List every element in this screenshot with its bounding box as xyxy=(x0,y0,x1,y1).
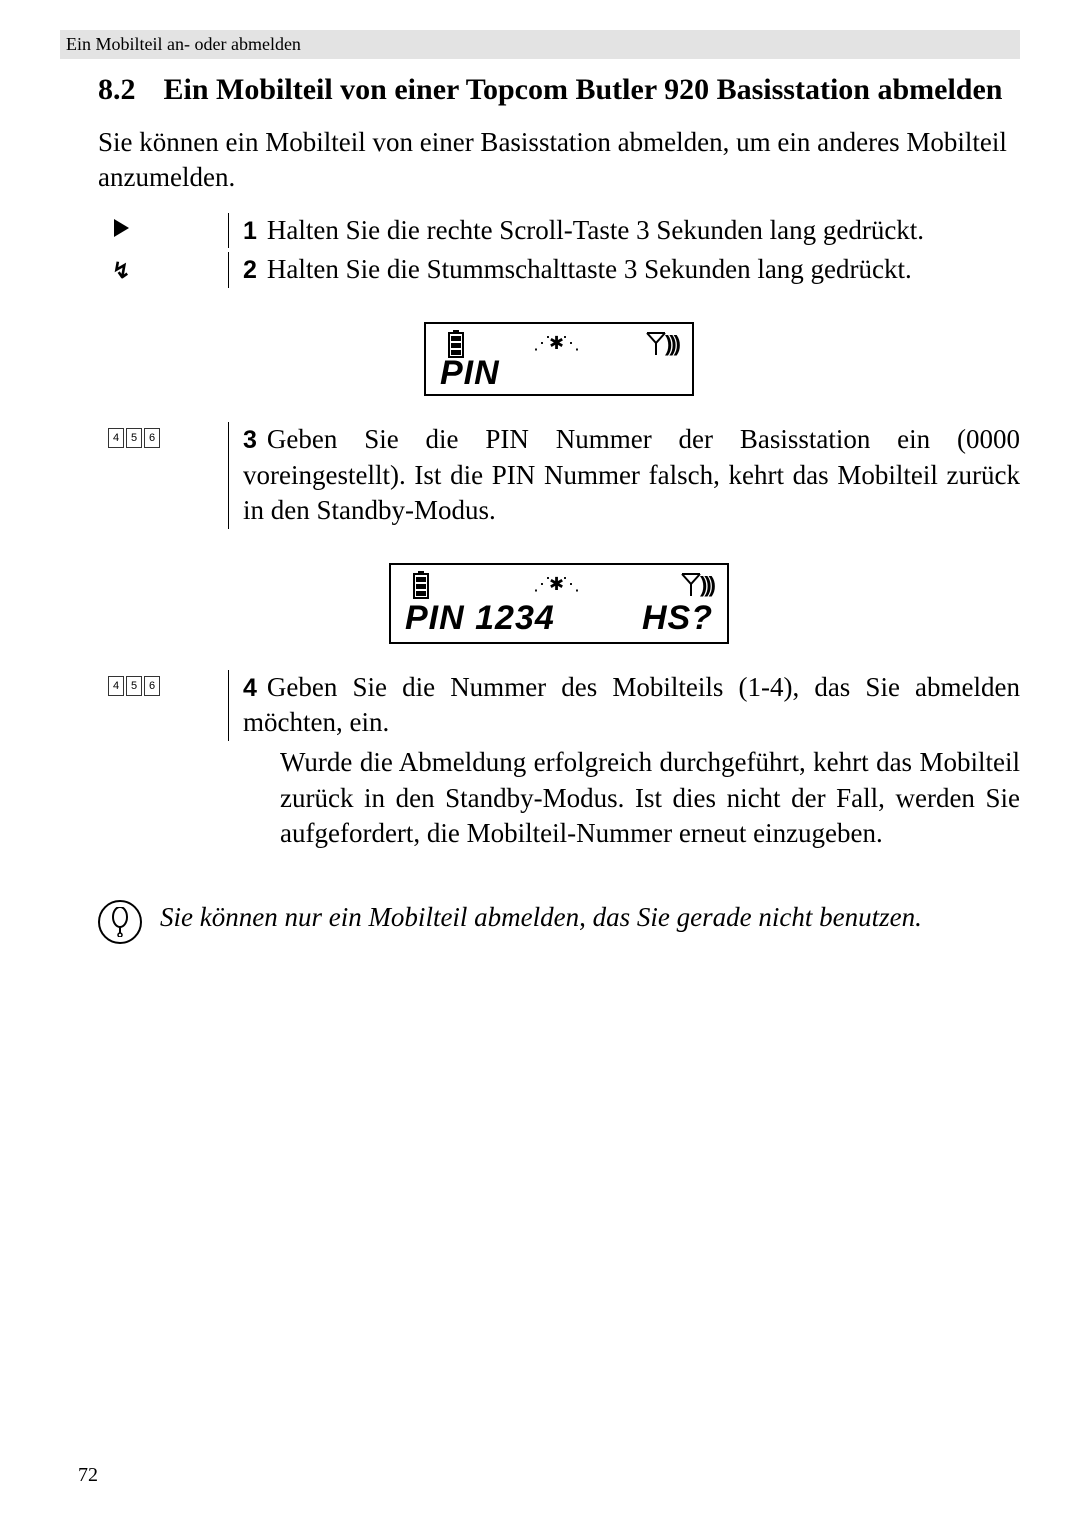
step-text: Halten Sie die rechte Scroll-Taste 3 Sek… xyxy=(267,215,924,245)
step-icon-cell: ↯ xyxy=(98,252,228,284)
step-row: 1 Halten Sie die rechte Scroll-Taste 3 Se… xyxy=(98,213,1020,249)
step-row: ↯ 2 Halten Sie die Stummschalttaste 3 Sek… xyxy=(98,252,1020,288)
key-5: 5 xyxy=(126,428,142,448)
lcd-display-wrap: ⋰✱⋱ ))) PIN 1234 HS? xyxy=(98,563,1020,644)
key-4: 4 xyxy=(108,428,124,448)
section-number: 8.2 xyxy=(98,71,136,109)
step-body: 2 Halten Sie die Stummschalttaste 3 Sekun… xyxy=(228,252,1020,288)
step-row: 4 5 6 3Geben Sie die PIN Nummer der Basi… xyxy=(98,422,1020,529)
step-tail-text: Wurde die Abmeldung erfolgreich durchgef… xyxy=(266,745,1020,852)
lcd-text-left: PIN 1234 xyxy=(405,599,555,638)
key-4: 4 xyxy=(108,676,124,696)
step-number: 4 xyxy=(243,674,257,702)
lcd-display: ⋰✱⋱ ))) PIN xyxy=(424,322,694,396)
antenna-icon: ))) xyxy=(680,572,713,598)
section-title: Ein Mobilteil von einer Topcom Butler 92… xyxy=(164,71,1021,109)
battery-icon xyxy=(411,571,431,599)
step-icon-cell: 4 5 6 xyxy=(98,670,228,696)
step-icon-cell xyxy=(98,213,228,237)
keypad-456-icon: 4 5 6 xyxy=(108,428,160,448)
antenna-icon: ))) xyxy=(645,331,678,357)
note-text: Sie können nur ein Mobilteil abmelden, d… xyxy=(160,900,922,935)
step-body: 1 Halten Sie die rechte Scroll-Taste 3 Se… xyxy=(228,213,1020,249)
steps-list: 1 Halten Sie die rechte Scroll-Taste 3 Se… xyxy=(98,213,1020,852)
lcd-display: ⋰✱⋱ ))) PIN 1234 HS? xyxy=(389,563,729,644)
lcd-icon-row: ⋰✱⋱ ))) xyxy=(405,571,713,599)
page-number: 72 xyxy=(78,1464,98,1487)
lcd-display-wrap: ⋰✱⋱ ))) PIN xyxy=(98,322,1020,396)
triangle-right-icon xyxy=(114,219,129,237)
info-icon xyxy=(98,900,142,944)
step-number: 3 xyxy=(243,426,257,454)
section-heading: 8.2 Ein Mobilteil von einer Topcom Butle… xyxy=(98,71,1020,109)
step-number: 2 xyxy=(243,256,257,284)
step-body: 3Geben Sie die PIN Nummer der Basisstati… xyxy=(228,422,1020,529)
running-head: Ein Mobilteil an- oder abmelden xyxy=(60,30,1020,59)
mute-icon: ↯ xyxy=(112,258,130,284)
lcd-text-right: HS? xyxy=(642,599,713,638)
intro-paragraph: Sie können ein Mobilteil von einer Basis… xyxy=(98,125,1020,195)
step-icon-cell: 4 5 6 xyxy=(98,422,228,448)
star-icon: ⋰✱⋱ xyxy=(533,333,578,354)
note-block: Sie können nur ein Mobilteil abmelden, d… xyxy=(98,900,1020,944)
key-6: 6 xyxy=(144,428,160,448)
keypad-456-icon: 4 5 6 xyxy=(108,676,160,696)
key-5: 5 xyxy=(126,676,142,696)
key-6: 6 xyxy=(144,676,160,696)
step-body: 4Geben Sie die Nummer des Mobilteils (1-… xyxy=(228,670,1020,741)
lcd-text-row: PIN 1234 HS? xyxy=(405,599,713,638)
step-number: 1 xyxy=(243,217,257,245)
page: Ein Mobilteil an- oder abmelden 8.2 Ein … xyxy=(0,0,1080,1527)
step-row: 4 5 6 4Geben Sie die Nummer des Mobiltei… xyxy=(98,670,1020,741)
star-icon: ⋰✱⋱ xyxy=(533,574,578,595)
signal-waves-icon: ))) xyxy=(700,572,713,598)
signal-waves-icon: ))) xyxy=(665,331,678,357)
step-text: Geben Sie die Nummer des Mobilteils (1-4… xyxy=(243,672,1020,738)
lcd-text: PIN xyxy=(440,356,678,390)
step-text: Halten Sie die Stummschalttaste 3 Sekund… xyxy=(267,254,912,284)
step-text: Geben Sie die PIN Nummer der Basisstatio… xyxy=(243,424,1020,525)
